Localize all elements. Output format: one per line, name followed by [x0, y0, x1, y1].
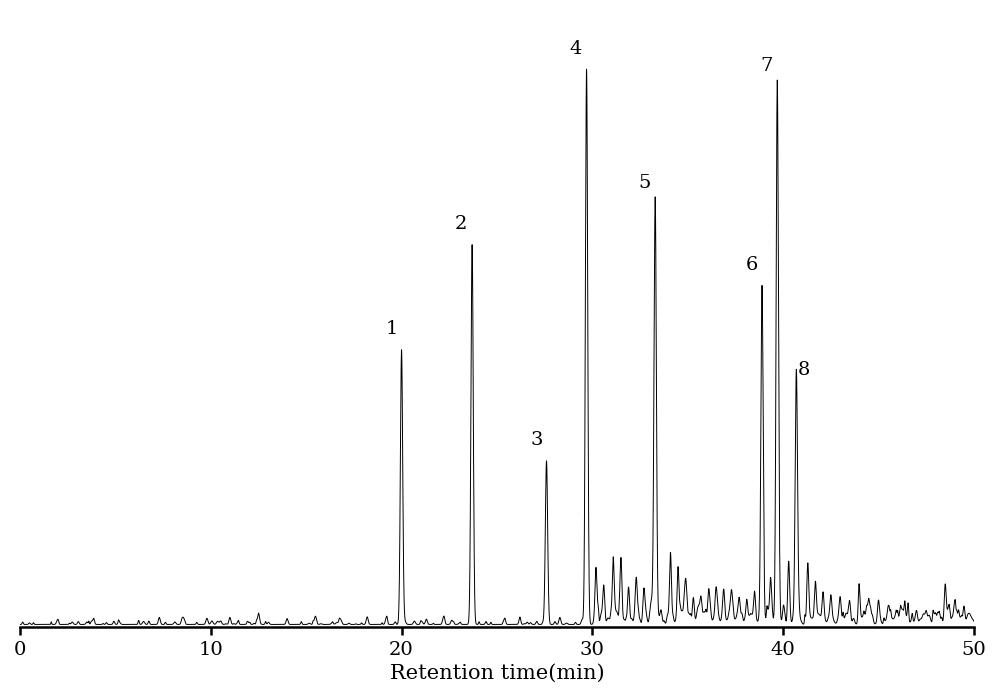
Text: 7: 7: [761, 57, 773, 75]
Text: 2: 2: [454, 215, 467, 233]
X-axis label: Retention time(min): Retention time(min): [390, 664, 604, 683]
Text: 4: 4: [570, 40, 582, 58]
Text: 6: 6: [745, 256, 758, 274]
Text: 8: 8: [798, 361, 810, 379]
Text: 1: 1: [386, 320, 398, 338]
Text: 5: 5: [639, 174, 651, 192]
Text: 3: 3: [531, 431, 543, 449]
